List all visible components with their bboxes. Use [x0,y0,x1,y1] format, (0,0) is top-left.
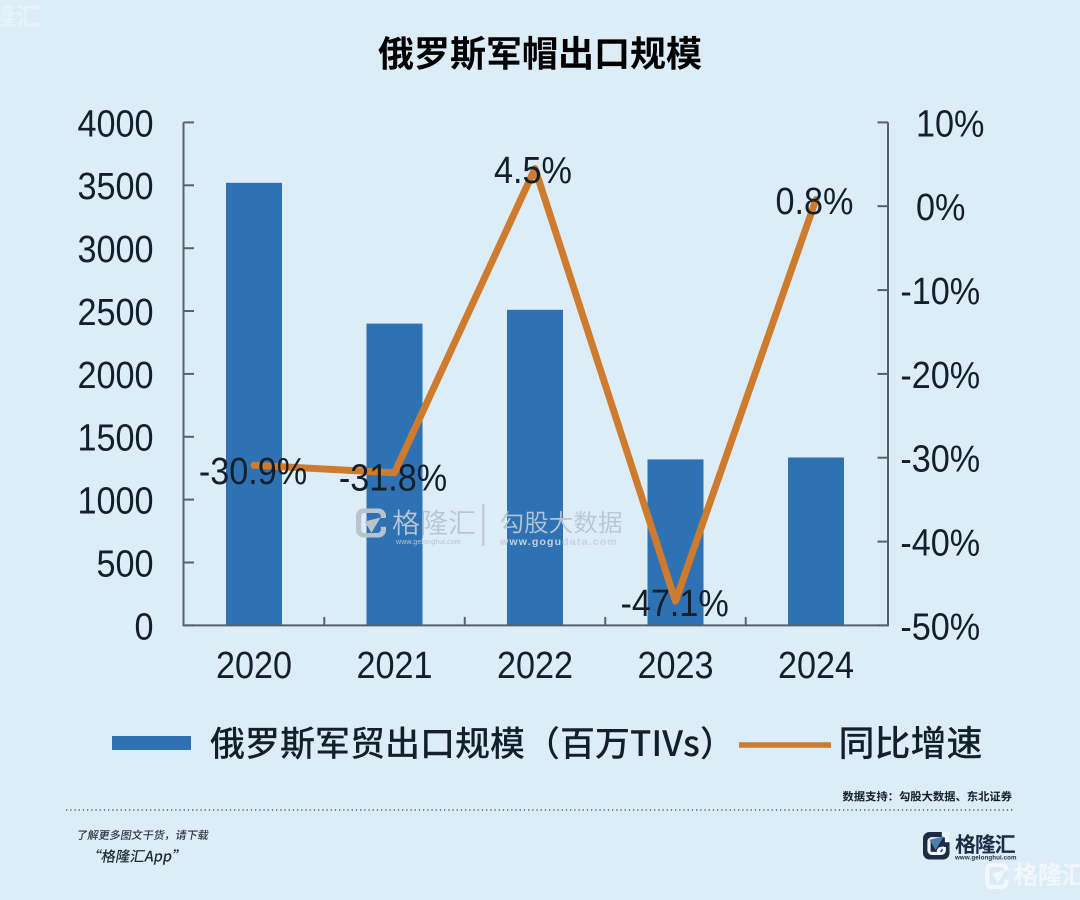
svg-text:2021: 2021 [356,643,432,686]
svg-text:www.gogudata.com: www.gogudata.com [499,536,618,548]
svg-text:500: 500 [96,542,153,585]
svg-text:www.gelonghui.com: www.gelonghui.com [395,539,461,546]
svg-text:3500: 3500 [77,164,153,207]
svg-text:2500: 2500 [77,290,153,333]
svg-text:4000: 4000 [77,102,153,145]
svg-text:-30%: -30% [900,437,980,480]
svg-text:0%: 0% [916,185,965,228]
svg-text:2020: 2020 [216,643,292,686]
svg-text:-10%: -10% [900,269,980,312]
svg-text:www.gelonghui.com: www.gelonghui.com [954,855,1017,862]
svg-text:1500: 1500 [77,416,153,459]
svg-text:-30.9%: -30.9% [199,449,307,492]
svg-text:10%: 10% [916,102,984,145]
svg-text:-20%: -20% [900,353,980,396]
svg-text:-50%: -50% [900,605,980,648]
svg-text:4.5%: 4.5% [494,148,572,191]
svg-text:2024: 2024 [778,643,854,686]
svg-text:0.8%: 0.8% [776,179,854,222]
svg-text:-40%: -40% [900,521,980,564]
svg-text:1000: 1000 [77,479,153,522]
svg-text:0: 0 [134,605,153,648]
svg-text:-47.1%: -47.1% [620,581,728,624]
svg-text:-31.8%: -31.8% [339,456,447,499]
svg-text:2000: 2000 [77,353,153,396]
svg-text:3000: 3000 [77,227,153,270]
svg-text:2023: 2023 [637,643,713,686]
svg-text:2022: 2022 [497,643,573,686]
